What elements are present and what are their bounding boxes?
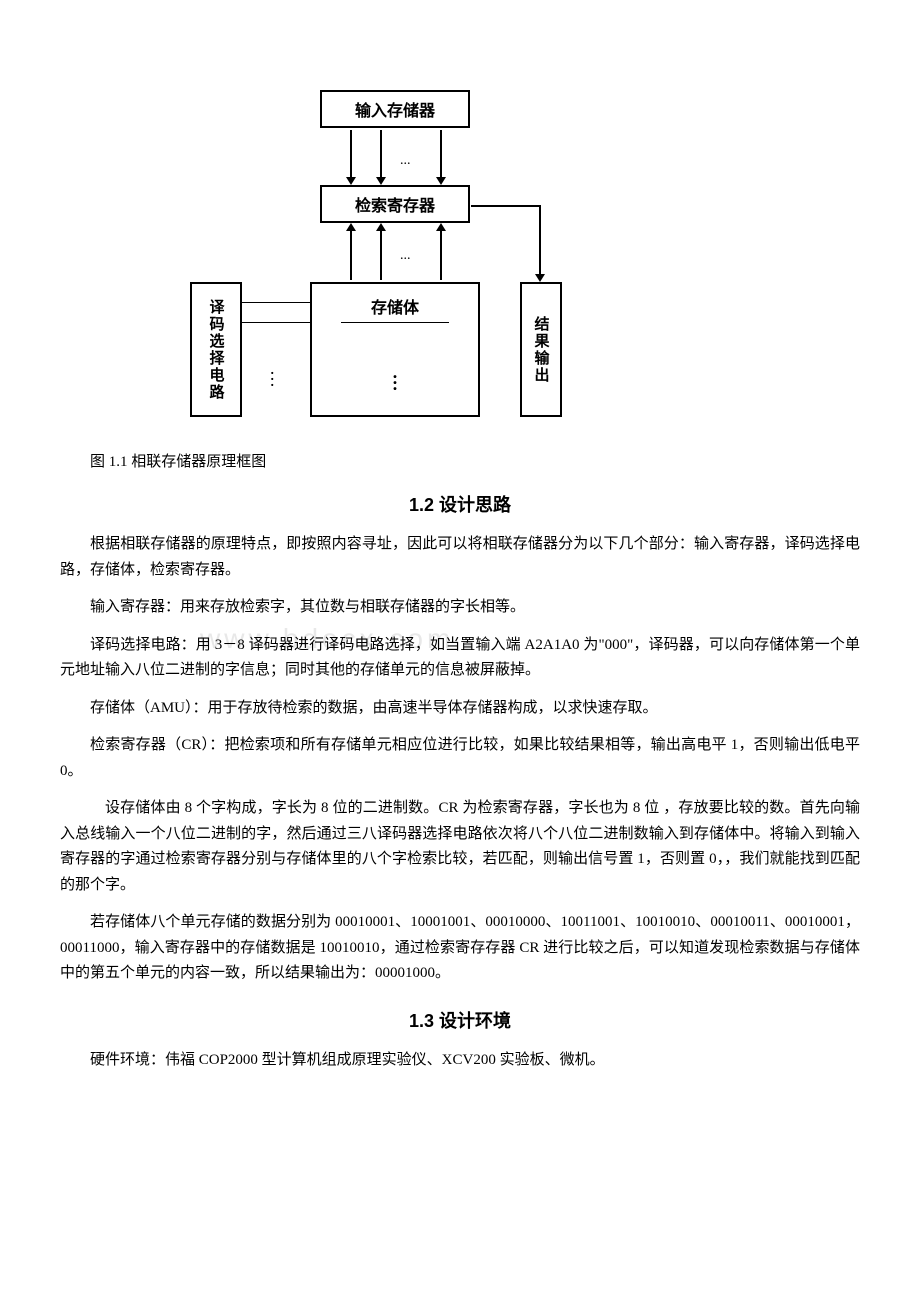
paragraph-1-2-6: 设存储体由 8 个字构成，字长为 8 位的二进制数。CR 为检索寄存器，字长也为… [60, 796, 860, 898]
diagram-line [471, 205, 539, 207]
diagram-arrow [539, 205, 541, 274]
paragraph-1-3-1: 硬件环境：伟福 COP2000 型计算机组成原理实验仪、XCV200 实验板、微… [60, 1048, 860, 1074]
diagram-result-output-label: 结果输出 [531, 316, 552, 384]
section-1-2-title: 1.2 设计思路 [60, 491, 860, 517]
diagram-dots: ... [400, 153, 411, 169]
diagram-arrow-head [436, 223, 446, 231]
diagram-arrow [440, 130, 442, 177]
diagram-arrow [380, 130, 382, 177]
diagram-storage-body-box: 存储体 ... [310, 282, 480, 417]
diagram-result-output-box: 结果输出 [520, 282, 562, 417]
diagram-decoder-label: 译码选择电路 [206, 299, 227, 401]
diagram-search-register-box: 检索寄存器 [320, 185, 470, 223]
diagram-arrow [380, 231, 382, 280]
paragraph-1-2-3: 译码选择电路：用 3－8 译码器进行译码电路选择，如当置输入端 A2A1A0 为… [60, 633, 860, 684]
paragraph-1-2-5: 检索寄存器（CR）：把检索项和所有存储单元相应位进行比较，如果比较结果相等，输出… [60, 733, 860, 784]
diagram-arrow [350, 130, 352, 177]
diagram-vdots: ... [393, 369, 398, 387]
diagram-arrow-head [436, 177, 446, 185]
diagram-arrow-head [376, 223, 386, 231]
diagram-arrow [350, 231, 352, 280]
diagram-input-storage-label: 输入存储器 [355, 97, 435, 121]
paragraph-1-2-1: 根据相联存储器的原理特点，即按照内容寻址，因此可以将相联存储器分为以下几个部分：… [60, 532, 860, 583]
diagram-line [242, 302, 310, 303]
diagram-storage-body-label: 存储体 [341, 294, 449, 323]
diagram-arrow-head [535, 274, 545, 282]
diagram-search-register-label: 检索寄存器 [355, 192, 435, 216]
paragraph-1-2-4: 存储体（AMU）：用于存放待检索的数据，由高速半导体存储器构成，以求快速存取。 [60, 696, 860, 722]
section-1-3-title: 1.3 设计环境 [60, 1007, 860, 1033]
diagram-line [242, 322, 310, 323]
diagram-arrow-head [376, 177, 386, 185]
diagram-dots: ... [400, 248, 411, 264]
diagram-arrow-head [346, 177, 356, 185]
diagram-caption: 图 1.1 相联存储器原理框图 [60, 450, 860, 471]
diagram-decoder-box: 译码选择电路 [190, 282, 242, 417]
diagram-container: 输入存储器 ... 检索寄存器 ... 存储体 ... 译码选择电路 ... 结… [190, 90, 590, 435]
diagram-vdots: ... [270, 365, 275, 383]
diagram-arrow [440, 231, 442, 280]
diagram-input-storage-box: 输入存储器 [320, 90, 470, 128]
paragraph-1-2-7: 若存储体八个单元存储的数据分别为 00010001、10001001、00010… [60, 910, 860, 987]
paragraph-1-2-2: 输入寄存器：用来存放检索字，其位数与相联存储器的字长相等。 [60, 595, 860, 621]
diagram-arrow-head [346, 223, 356, 231]
